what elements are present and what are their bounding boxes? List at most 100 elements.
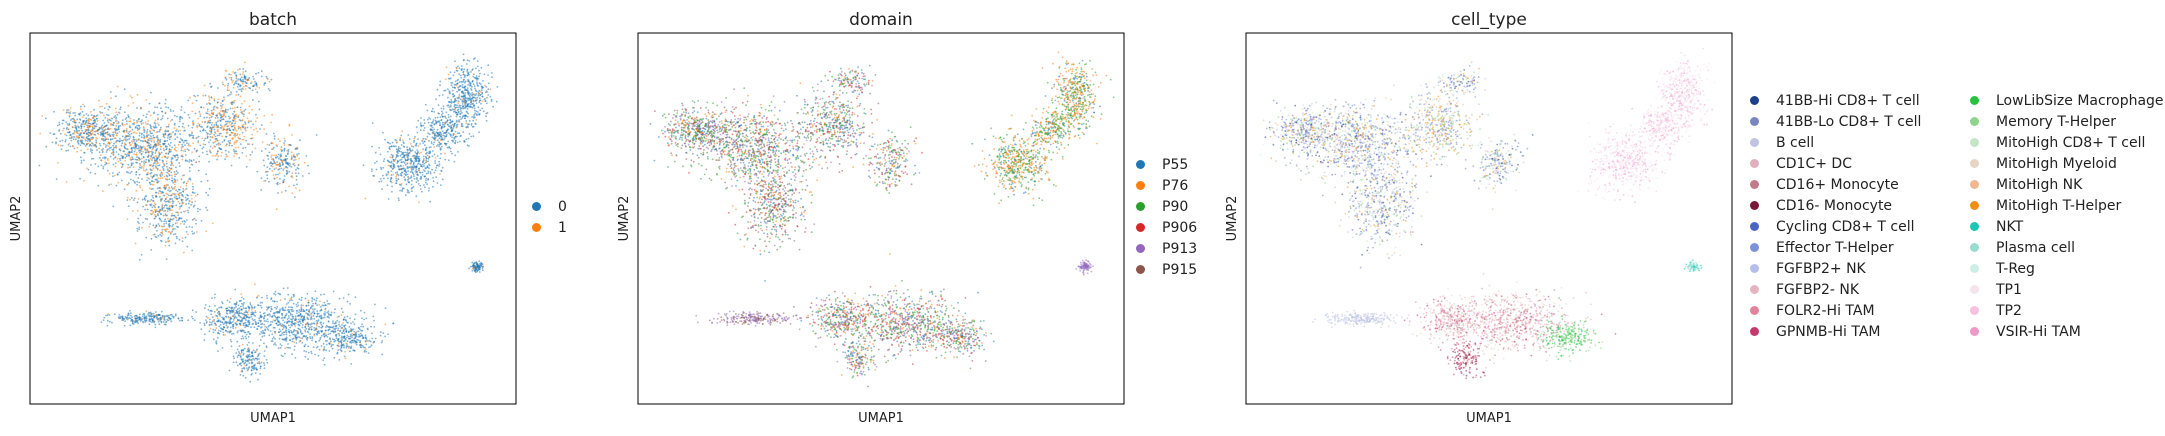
- scatter-point: [225, 70, 228, 72]
- scatter-point: [451, 152, 453, 155]
- scatter-point: [272, 146, 275, 149]
- scatter-point: [182, 202, 185, 205]
- scatter-point: [450, 102, 453, 104]
- scatter-point: [170, 133, 173, 135]
- scatter-point: [177, 156, 180, 159]
- scatter-point: [162, 167, 165, 170]
- scatter-point: [225, 324, 228, 327]
- scatter-point: [403, 169, 406, 172]
- scatter-point: [119, 106, 122, 109]
- scatter-point: [476, 84, 479, 87]
- scatter-point: [274, 331, 276, 333]
- scatter-point: [474, 97, 477, 99]
- scatter-point: [406, 153, 408, 155]
- scatter-point: [220, 114, 223, 116]
- scatter-point: [242, 68, 245, 70]
- scatter-point: [254, 283, 256, 286]
- scatter-point: [156, 161, 159, 163]
- scatter-point: [476, 96, 479, 99]
- scatter-point: [245, 165, 248, 168]
- scatter-point: [124, 159, 127, 162]
- scatter-point: [81, 123, 84, 126]
- scatter-point: [235, 305, 238, 308]
- scatter-point: [437, 121, 440, 123]
- scatter-point: [99, 105, 101, 108]
- scatter-point: [95, 130, 98, 132]
- scatter-point: [242, 88, 245, 91]
- scatter-point: [192, 120, 194, 122]
- scatter-point: [431, 107, 434, 110]
- scatter-point: [441, 166, 444, 169]
- scatter-point: [271, 337, 274, 340]
- scatter-point: [395, 179, 398, 182]
- scatter-point: [219, 330, 222, 333]
- scatter-point: [314, 290, 317, 293]
- scatter-point: [325, 324, 328, 327]
- scatter-point: [284, 189, 287, 192]
- scatter-point: [164, 209, 167, 212]
- scatter-point: [391, 190, 393, 193]
- scatter-point: [319, 336, 322, 339]
- scatter-point: [397, 148, 400, 151]
- scatter-point: [259, 333, 261, 335]
- scatter-point: [135, 140, 138, 143]
- scatter-point: [109, 155, 112, 158]
- scatter-point: [390, 161, 393, 164]
- scatter-point: [150, 132, 152, 135]
- scatter-point: [275, 322, 278, 325]
- scatter-point: [192, 191, 195, 194]
- scatter-point: [440, 184, 442, 187]
- scatter-point: [305, 155, 308, 157]
- scatter-point: [316, 333, 319, 336]
- scatter-point: [112, 154, 115, 156]
- scatter-point: [227, 151, 230, 153]
- scatter-point: [412, 155, 414, 158]
- scatter-point: [427, 172, 430, 175]
- scatter-point: [441, 130, 444, 133]
- scatter-point: [217, 350, 219, 352]
- scatter-point: [102, 119, 105, 122]
- scatter-point: [226, 87, 229, 89]
- scatter-point: [208, 129, 211, 132]
- scatter-point: [224, 334, 226, 336]
- scatter-point: [318, 303, 321, 306]
- scatter-point: [98, 151, 101, 154]
- scatter-point: [113, 174, 116, 177]
- scatter-point: [316, 304, 318, 306]
- scatter-point: [215, 341, 218, 344]
- scatter-point: [463, 97, 465, 100]
- scatter-point: [413, 177, 416, 180]
- scatter-point: [181, 154, 184, 157]
- scatter-point: [468, 119, 471, 122]
- scatter-point: [425, 179, 427, 182]
- scatter-point: [334, 322, 337, 325]
- scatter-point: [226, 327, 229, 329]
- scatter-point: [238, 119, 241, 121]
- scatter-point: [343, 316, 346, 319]
- scatter-point: [124, 118, 127, 121]
- scatter-point: [302, 317, 305, 320]
- scatter-point: [200, 328, 203, 331]
- scatter-point: [164, 102, 167, 105]
- scatter-point: [447, 159, 450, 162]
- scatter-point: [206, 150, 208, 153]
- scatter-point: [107, 138, 110, 141]
- scatter-point: [110, 183, 112, 186]
- scatter-point: [217, 329, 220, 332]
- scatter-point: [242, 337, 245, 340]
- scatter-point: [107, 141, 110, 144]
- scatter-point: [145, 151, 147, 154]
- scatter-point: [128, 152, 131, 155]
- scatter-point: [439, 131, 441, 134]
- scatter-point: [225, 135, 228, 138]
- scatter-point: [167, 200, 170, 203]
- scatter-point: [115, 127, 117, 130]
- scatter-point: [239, 106, 242, 109]
- scatter-point: [238, 314, 241, 317]
- scatter-point: [187, 209, 189, 212]
- scatter-point: [228, 142, 231, 144]
- scatter-point: [168, 138, 171, 141]
- scatter-point: [197, 169, 200, 172]
- scatter-point: [222, 333, 225, 336]
- scatter-point: [409, 143, 412, 145]
